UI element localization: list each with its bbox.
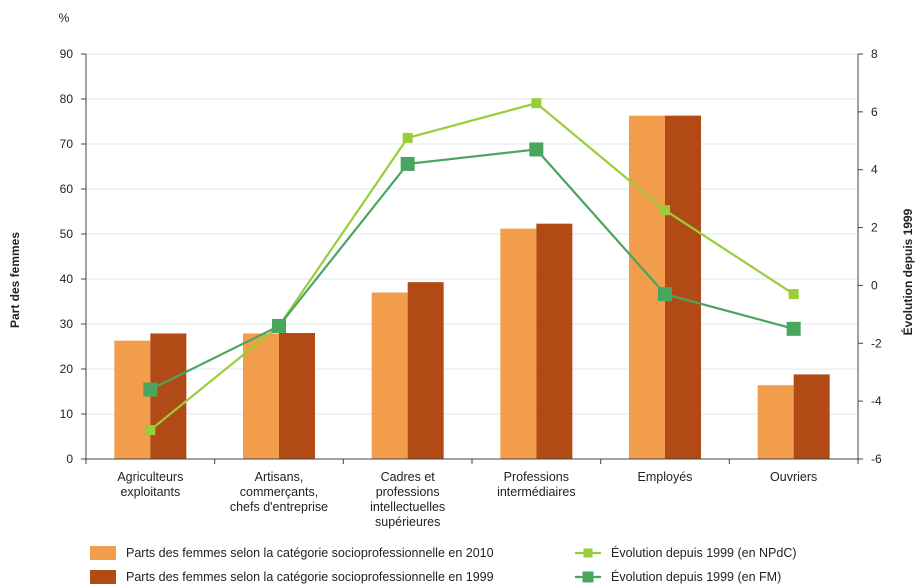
- y-tick-label: 10: [60, 407, 74, 421]
- y2-tick-label: -6: [871, 452, 882, 466]
- x-tick-label: professions: [376, 485, 440, 499]
- axes: 0 10 20 30 40 50 60 70 80 90 -6 -4 -2 0 2 4 6 8 Agriculteu…: [60, 47, 882, 529]
- x-tick-label: supérieures: [375, 515, 440, 529]
- legend-swatch: [90, 570, 116, 584]
- y-unit-label: %: [59, 11, 70, 25]
- x-tick-label: exploitants: [120, 485, 180, 499]
- bar-2010: [243, 333, 279, 459]
- legend-label: Évolution depuis 1999 (en NPdC): [611, 545, 797, 560]
- bar-1999: [536, 223, 573, 459]
- point-fm: [658, 287, 672, 302]
- x-tick-label: Cadres et: [381, 470, 436, 484]
- point-fm: [786, 321, 801, 336]
- line-fm: [149, 148, 794, 391]
- legend-label: Évolution depuis 1999 (en FM): [611, 569, 781, 584]
- y2-tick-label: -2: [871, 336, 882, 350]
- legend-label: Parts des femmes selon la catégorie soci…: [126, 546, 494, 560]
- y-axis-title: Part des femmes: [8, 232, 22, 328]
- point-npdc: [531, 98, 542, 109]
- x-tick-label: Ouvriers: [770, 470, 817, 484]
- y2-tick-label: 4: [871, 163, 878, 177]
- x-tick-label: Agriculteurs: [117, 470, 183, 484]
- x-tick-label: commerçants,: [240, 485, 319, 499]
- y-tick-label: 0: [66, 452, 73, 466]
- legend-label: Parts des femmes selon la catégorie soci…: [126, 570, 494, 584]
- point-fm: [143, 382, 158, 397]
- y2-tick-label: 2: [871, 221, 878, 235]
- y-tick-label: 30: [60, 317, 74, 331]
- y-tick-label: 90: [60, 47, 74, 61]
- point-npdc: [402, 132, 413, 143]
- point-npdc: [660, 205, 670, 216]
- y-tick-label: 80: [60, 92, 74, 106]
- bar-1999: [407, 282, 444, 459]
- line-series: [143, 98, 801, 436]
- point-fm: [272, 318, 286, 333]
- point-fm: [529, 142, 544, 157]
- x-tick-label: Professions: [504, 470, 569, 484]
- legend-marker: [582, 571, 594, 583]
- gridlines: [86, 53, 858, 415]
- point-fm: [400, 156, 415, 171]
- x-tick-label: intermédiaires: [497, 485, 576, 499]
- x-tick-label: intellectuelles: [370, 500, 445, 514]
- y2-tick-label: 6: [871, 105, 878, 119]
- bar-1999: [793, 374, 830, 459]
- y2-tick-label: -4: [871, 394, 882, 408]
- line-npdc: [149, 101, 795, 431]
- bar-series: [114, 115, 830, 460]
- y2-tick-label: 0: [871, 278, 878, 292]
- legend-marker: [583, 548, 593, 558]
- legend-swatch: [90, 546, 116, 560]
- x-tick-label: Artisans,: [255, 470, 304, 484]
- x-tick-label: chefs d'entreprise: [230, 500, 328, 514]
- y-tick-label: 20: [60, 362, 74, 376]
- point-npdc: [145, 425, 156, 436]
- bar-2010: [500, 228, 537, 459]
- point-npdc: [788, 289, 799, 300]
- y2-axis-title: Évolution depuis 1999: [900, 208, 915, 335]
- bar-2010: [757, 385, 794, 459]
- bar-2010: [114, 340, 151, 459]
- bar-1999: [279, 333, 315, 459]
- x-tick-label: Employés: [638, 470, 693, 484]
- y-tick-label: 60: [60, 182, 74, 196]
- y2-tick-label: 8: [871, 47, 878, 61]
- y-tick-label: 40: [60, 272, 74, 286]
- y-tick-label: 70: [60, 137, 74, 151]
- y-tick-label: 50: [60, 227, 74, 241]
- legend: Parts des femmes selon la catégorie soci…: [90, 545, 797, 584]
- bar-2010: [371, 292, 408, 459]
